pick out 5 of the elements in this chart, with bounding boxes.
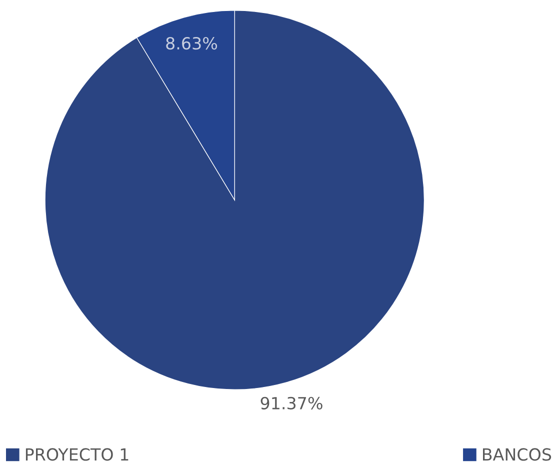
pie-slice (44, 10, 425, 390)
data-label: 91.37% (260, 396, 322, 410)
legend-label: BANCOS (483, 448, 552, 461)
legend-label: PROYECTO 1 (26, 448, 128, 461)
data-label: 8.63% (166, 36, 218, 50)
